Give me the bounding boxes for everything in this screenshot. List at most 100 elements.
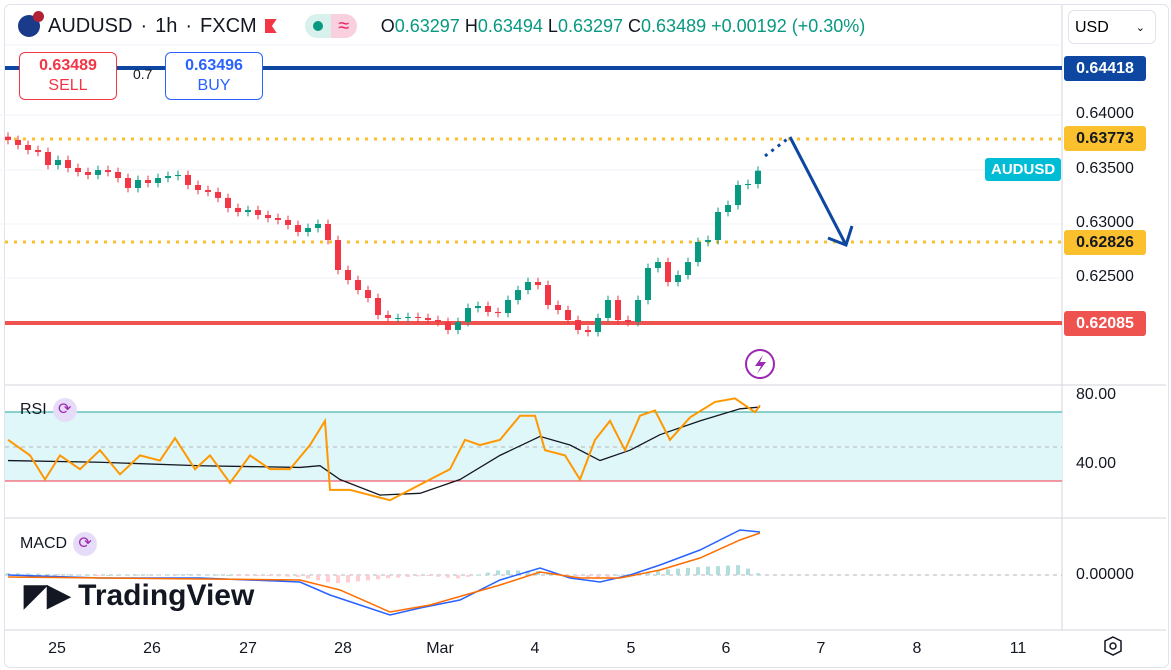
histogram-bar: [486, 572, 490, 575]
histogram-bar: [366, 575, 370, 581]
candle: [585, 325, 591, 337]
time-tick: 26: [143, 640, 161, 657]
candle: [255, 205, 261, 220]
histogram-bar: [526, 570, 530, 575]
delay-wave-icon: ≈: [330, 14, 357, 38]
candle: [175, 170, 181, 181]
candle: [335, 235, 341, 275]
histogram-bar: [716, 566, 720, 575]
time-tick: 25: [48, 640, 66, 657]
candle: [295, 220, 301, 237]
histogram-bar: [26, 573, 30, 575]
candle: [655, 257, 661, 273]
histogram-bar: [306, 575, 310, 579]
tv-logo-icon: ◤▶: [24, 579, 71, 612]
time-tick: 6: [721, 640, 731, 657]
candle: [475, 301, 481, 313]
histogram-bar: [626, 574, 630, 576]
histogram-bar: [266, 575, 270, 577]
histogram-bar: [446, 575, 450, 578]
candle: [695, 237, 701, 267]
candle: [715, 207, 721, 245]
candle: [115, 167, 121, 183]
status-pill[interactable]: ≈: [304, 14, 357, 38]
candle: [755, 166, 761, 189]
histogram-bar: [186, 574, 190, 576]
histogram-bar: [86, 574, 90, 576]
candle: [5, 132, 11, 145]
candle: [605, 295, 611, 323]
histogram-bar: [176, 574, 180, 576]
candle: [635, 295, 641, 327]
candle: [65, 155, 71, 173]
candle: [435, 315, 441, 327]
candle: [455, 317, 461, 335]
histogram-bar: [756, 573, 760, 575]
candle: [505, 295, 511, 318]
histogram-bar: [76, 574, 80, 576]
histogram-bar: [516, 570, 520, 575]
histogram-bar: [696, 567, 700, 575]
candle: [595, 313, 601, 337]
histogram-bar: [166, 574, 170, 576]
symbol[interactable]: AUDUSD: [48, 14, 133, 37]
candle: [195, 180, 201, 195]
histogram-bar: [586, 575, 590, 578]
symbol-header[interactable]: AUDUSD · 1h · FXCM ≈ O0.63297 H0.63494 L0.…: [18, 11, 865, 38]
rsi-tick: 40.00: [1076, 455, 1117, 472]
histogram-bar: [506, 570, 510, 575]
refresh-icon[interactable]: ⟳: [52, 398, 77, 422]
candle: [25, 140, 31, 155]
rsi-legend[interactable]: RSI ⟳: [20, 398, 77, 422]
candle: [55, 155, 61, 170]
histogram-bar: [196, 574, 200, 576]
histogram-bar: [246, 575, 250, 576]
candle: [535, 277, 541, 290]
time-tick: 27: [239, 640, 257, 657]
candle: [105, 165, 111, 177]
histogram-bar: [336, 575, 340, 584]
candle: [155, 173, 161, 188]
sell-button[interactable]: 0.63489 SELL: [19, 52, 117, 100]
histogram-bar: [376, 575, 380, 580]
rsi-pane: [5, 397, 1062, 502]
candle: [215, 187, 221, 203]
candle: [645, 263, 651, 305]
histogram-bar: [706, 566, 710, 575]
histogram-bar: [16, 573, 20, 575]
buy-button[interactable]: 0.63496 BUY: [165, 52, 263, 100]
arrow-head-icon: [827, 225, 854, 247]
candle: [375, 293, 381, 320]
rsi-line: [7, 397, 761, 502]
candle: [705, 235, 711, 247]
interval[interactable]: 1h: [155, 14, 178, 37]
candle: [355, 275, 361, 295]
candle: [75, 163, 81, 177]
candle: [525, 277, 531, 295]
tradingview-logo[interactable]: ◤▶ TradingView: [24, 578, 255, 613]
histogram-bar: [46, 573, 50, 575]
candle: [615, 295, 621, 325]
price-tag-red: 0.62085: [1064, 311, 1146, 336]
histogram-bar: [406, 575, 410, 577]
candle: [405, 312, 411, 323]
candle: [265, 210, 271, 223]
histogram-bar: [296, 575, 300, 577]
candle: [345, 265, 351, 285]
histogram-bar: [606, 575, 610, 578]
signal-line: [7, 532, 761, 613]
market-open-dot-icon: [304, 14, 331, 38]
exchange: FXCM: [200, 14, 257, 37]
refresh-icon[interactable]: ⟳: [73, 532, 98, 556]
price-tick: 0.63500: [1076, 160, 1134, 177]
histogram-bar: [576, 575, 580, 577]
candle: [685, 257, 691, 280]
histogram-bar: [596, 575, 600, 579]
price-tick: 0.62500: [1076, 268, 1134, 285]
macd-legend[interactable]: MACD ⟳: [20, 532, 98, 556]
candle: [465, 303, 471, 327]
histogram-bar: [346, 575, 350, 583]
currency-select[interactable]: USD ⌄: [1068, 10, 1156, 44]
macd-tick: 0.00000: [1076, 566, 1134, 583]
